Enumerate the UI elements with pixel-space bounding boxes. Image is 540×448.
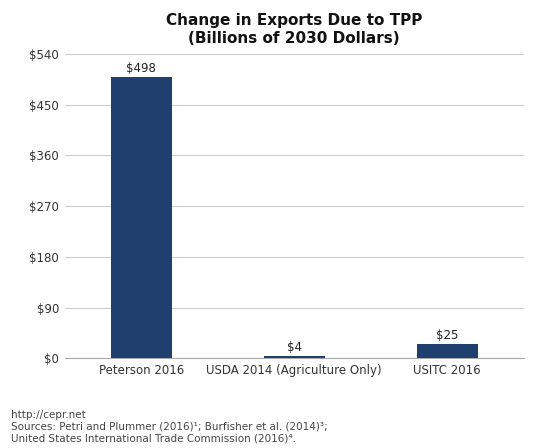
Bar bbox=[417, 345, 478, 358]
Text: $4: $4 bbox=[287, 341, 302, 354]
Text: $25: $25 bbox=[436, 329, 458, 342]
Bar bbox=[264, 356, 325, 358]
Text: $498: $498 bbox=[126, 62, 156, 75]
Text: http://cepr.net
Sources: Petri and Plummer (2016)¹; Burfisher et al. (2014)³;
Un: http://cepr.net Sources: Petri and Plumm… bbox=[11, 410, 327, 444]
Bar bbox=[111, 78, 172, 358]
Title: Change in Exports Due to TPP
(Billions of 2030 Dollars): Change in Exports Due to TPP (Billions o… bbox=[166, 13, 422, 46]
